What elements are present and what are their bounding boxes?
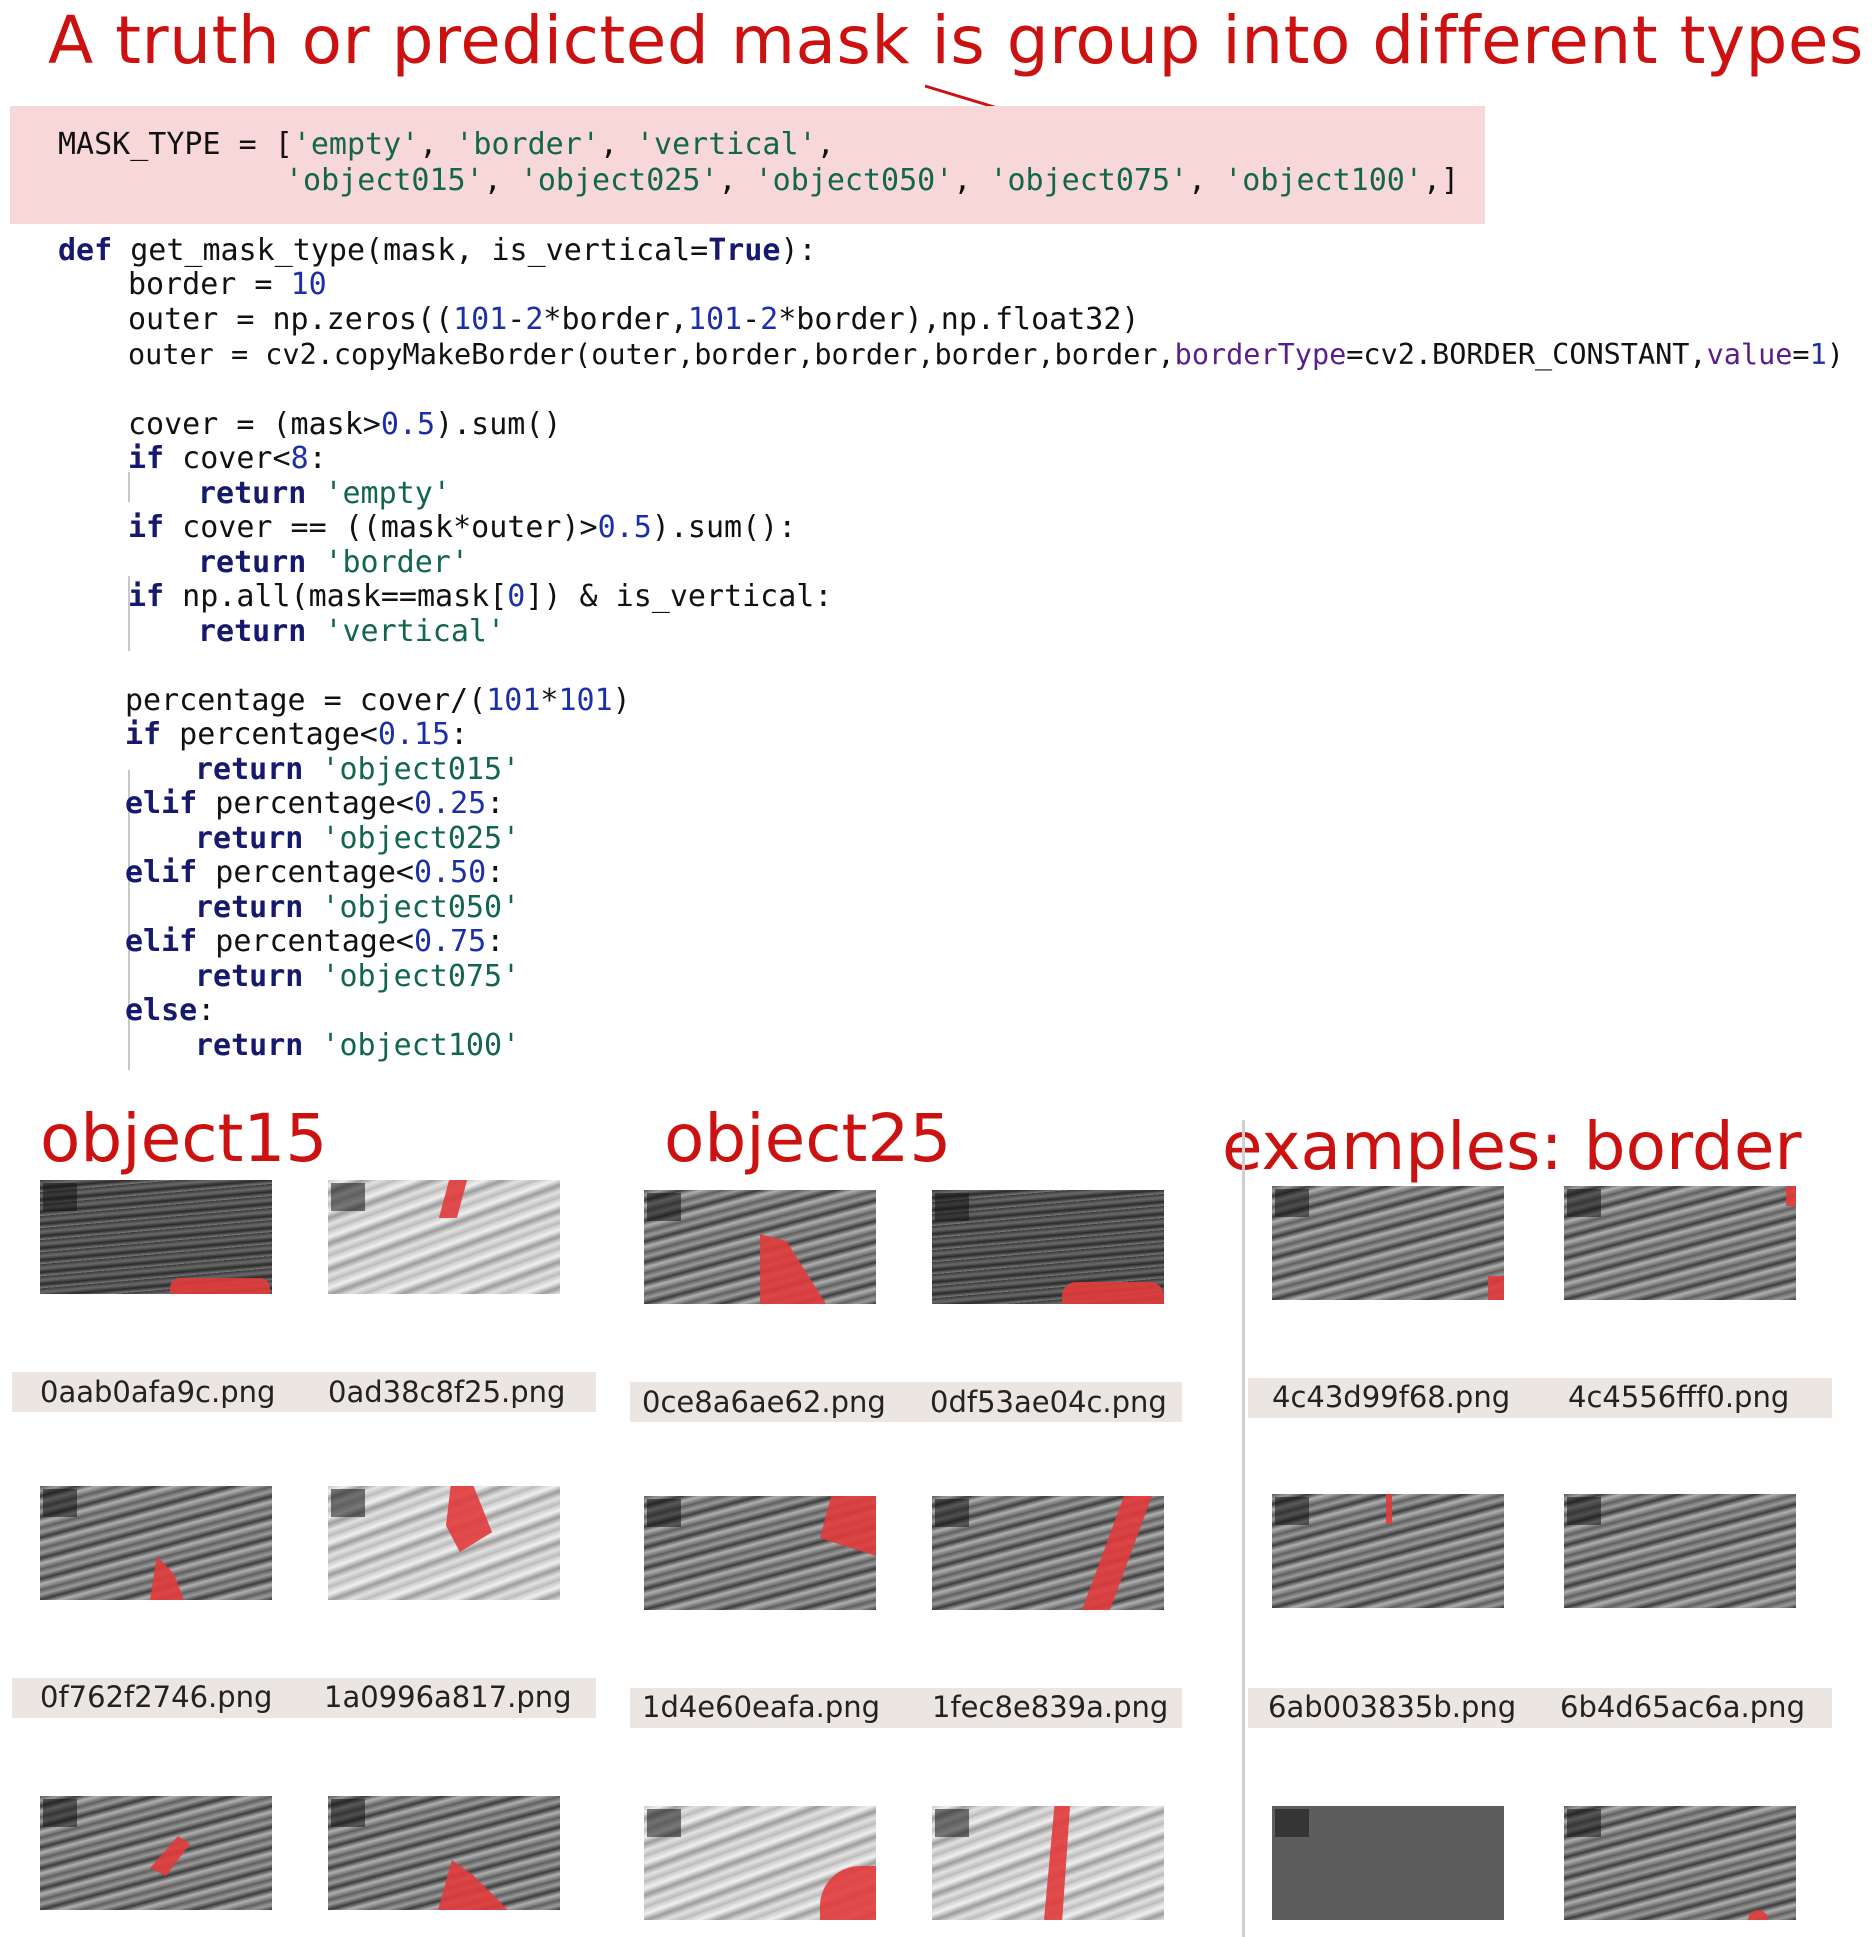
indent-guide xyxy=(128,576,130,651)
thumbnail-caption[interactable]: 0aab0afa9c.png xyxy=(40,1375,276,1409)
thumbnail-image[interactable] xyxy=(40,1486,272,1600)
thumbnail-image[interactable] xyxy=(932,1806,1164,1920)
page-headline: A truth or predicted mask is group into … xyxy=(48,2,1864,79)
code-line-border: border = 10 xyxy=(128,267,327,302)
code-line-outer-zeros: outer = np.zeros((101-2*border,101-2*bor… xyxy=(128,302,1140,337)
column-divider xyxy=(1242,1120,1245,1937)
code-line-return-015: return 'object015' xyxy=(195,752,521,787)
code-line-return-border: return 'border' xyxy=(198,545,469,580)
code-line-elif-050: elif percentage<0.50: xyxy=(125,855,505,890)
thumbnail-caption[interactable]: 0df53ae04c.png xyxy=(930,1385,1167,1419)
caption-bar xyxy=(12,1372,596,1412)
section-title-object25: object25 xyxy=(664,1100,952,1177)
code-line-return-empty: return 'empty' xyxy=(198,476,451,511)
thumbnail-caption[interactable]: 1fec8e839a.png xyxy=(932,1690,1169,1724)
code-line-elif-025: elif percentage<0.25: xyxy=(125,786,505,821)
code-line-outer-border: outer = cv2.copyMakeBorder(outer,border,… xyxy=(128,338,1844,371)
thumbnail-image[interactable] xyxy=(40,1180,272,1294)
code-line-return-100: return 'object100' xyxy=(195,1028,521,1063)
thumbnail-image[interactable] xyxy=(644,1190,876,1304)
thumbnail-image[interactable] xyxy=(1272,1806,1504,1920)
indent-guide xyxy=(128,472,130,502)
caption-bar xyxy=(630,1688,1182,1728)
indent-guide xyxy=(128,770,130,1070)
thumbnail-caption[interactable]: 4c43d99f68.png xyxy=(1272,1380,1511,1414)
thumbnail-image[interactable] xyxy=(932,1190,1164,1304)
code-line-cover: cover = (mask>0.5).sum() xyxy=(128,407,562,442)
code-line-elif-075: elif percentage<0.75: xyxy=(125,924,505,959)
thumbnail-image[interactable] xyxy=(1272,1186,1504,1300)
thumbnail-image[interactable] xyxy=(1564,1494,1796,1608)
thumbnail-caption[interactable]: 0ce8a6ae62.png xyxy=(642,1385,886,1419)
thumbnail-image[interactable] xyxy=(1564,1186,1796,1300)
caption-bar xyxy=(1248,1688,1832,1728)
thumbnail-image[interactable] xyxy=(1272,1494,1504,1608)
thumbnail-image[interactable] xyxy=(932,1496,1164,1610)
thumbnail-image[interactable] xyxy=(328,1180,560,1294)
thumbnail-image[interactable] xyxy=(644,1806,876,1920)
thumbnail-caption[interactable]: 4c4556fff0.png xyxy=(1568,1380,1790,1414)
thumbnail-caption[interactable]: 0f762f2746.png xyxy=(40,1680,273,1714)
section-title-border: examples: border xyxy=(1222,1108,1802,1185)
mask-type-highlight xyxy=(10,106,1485,224)
thumbnail-image[interactable] xyxy=(40,1796,272,1910)
code-line-percentage: percentage = cover/(101*101) xyxy=(125,683,631,718)
caption-bar xyxy=(1248,1378,1832,1418)
thumbnail-caption[interactable]: 6ab003835b.png xyxy=(1268,1690,1517,1724)
thumbnail-image[interactable] xyxy=(328,1486,560,1600)
thumbnail-image[interactable] xyxy=(644,1496,876,1610)
caption-bar xyxy=(630,1382,1182,1422)
caption-bar xyxy=(12,1678,596,1718)
thumbnail-caption[interactable]: 6b4d65ac6a.png xyxy=(1560,1690,1805,1724)
code-line-return-vertical: return 'vertical' xyxy=(198,614,506,649)
code-line-if-015: if percentage<0.15: xyxy=(125,717,469,752)
code-line-return-050: return 'object050' xyxy=(195,890,521,925)
thumbnail-caption[interactable]: 0ad38c8f25.png xyxy=(328,1375,566,1409)
code-line-mask-type-1: MASK_TYPE = ['empty', 'border', 'vertica… xyxy=(58,127,835,162)
code-line-if-empty: if cover<8: xyxy=(128,441,327,476)
thumbnail-image[interactable] xyxy=(1564,1806,1796,1920)
code-line-if-vertical: if np.all(mask==mask[0]) & is_vertical: xyxy=(128,579,833,614)
code-line-else: else: xyxy=(125,993,216,1028)
code-line-mask-type-2: 'object015', 'object025', 'object050', '… xyxy=(285,163,1460,198)
section-title-object15: object15 xyxy=(40,1100,328,1177)
code-line-def: def get_mask_type(mask, is_vertical=True… xyxy=(58,233,817,268)
thumbnail-caption[interactable]: 1a0996a817.png xyxy=(324,1680,572,1714)
code-line-return-075: return 'object075' xyxy=(195,959,521,994)
code-line-return-025: return 'object025' xyxy=(195,821,521,856)
thumbnail-image[interactable] xyxy=(328,1796,560,1910)
thumbnail-caption[interactable]: 1d4e60eafa.png xyxy=(642,1690,881,1724)
code-line-if-border: if cover == ((mask*outer)>0.5).sum(): xyxy=(128,510,797,545)
